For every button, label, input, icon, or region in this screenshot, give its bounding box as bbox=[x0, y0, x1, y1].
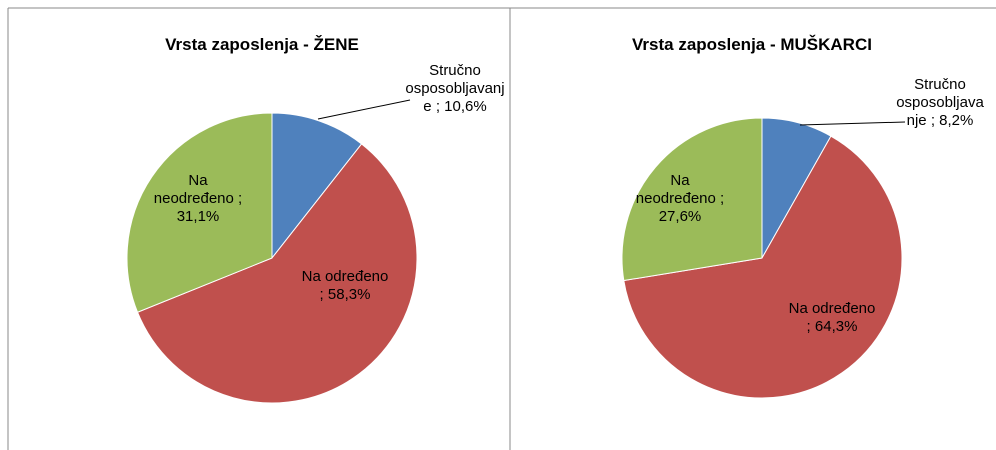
separator: ; bbox=[930, 112, 935, 129]
pie-slice bbox=[136, 143, 418, 404]
category: Stručno osposobljavanje bbox=[896, 76, 984, 129]
separator: ; bbox=[319, 286, 324, 303]
data-label: Na određeno ; 64,3% bbox=[787, 300, 877, 336]
value-label: 58,3% bbox=[327, 286, 371, 303]
chart-title: Vrsta zaposlenja - MUŠKARCI bbox=[552, 36, 952, 54]
data-label: Na neodređeno ; 31,1% bbox=[153, 172, 243, 226]
value-label: 10,6% bbox=[444, 98, 487, 115]
category: Na neodređeno bbox=[635, 172, 716, 207]
separator: ; bbox=[238, 190, 243, 207]
data-label: Na određeno ; 58,3% bbox=[300, 268, 390, 304]
data-label: Stručno osposobljavanje ; 8,2% bbox=[895, 76, 985, 130]
pie-slice bbox=[623, 135, 903, 399]
separator: ; bbox=[720, 190, 725, 207]
title-text: Vrsta zaposlenja - ŽENE bbox=[165, 35, 359, 54]
data-label: Stručno osposobljavanje ; 10,6% bbox=[405, 62, 505, 116]
data-label: Na neodređeno ; 27,6% bbox=[635, 172, 725, 226]
leader-line bbox=[317, 99, 411, 120]
value-label: 27,6% bbox=[658, 208, 702, 225]
pie-slice bbox=[271, 112, 363, 260]
value-label: 8,2% bbox=[939, 112, 974, 129]
separator: ; bbox=[806, 318, 811, 335]
leader-line bbox=[799, 121, 906, 126]
value-label: 31,1% bbox=[176, 208, 220, 225]
pie-slice bbox=[621, 117, 763, 282]
category: Na određeno bbox=[788, 300, 876, 317]
title-text: Vrsta zaposlenja - MUŠKARCI bbox=[632, 35, 872, 54]
category: Na neodređeno bbox=[153, 172, 234, 207]
chart-title: Vrsta zaposlenja - ŽENE bbox=[62, 36, 462, 54]
separator: ; bbox=[435, 98, 440, 115]
category: Stručno osposobljavanje bbox=[405, 62, 505, 115]
pie-slice bbox=[126, 112, 273, 313]
category: Na određeno bbox=[301, 268, 389, 285]
value-label: 64,3% bbox=[814, 318, 858, 335]
